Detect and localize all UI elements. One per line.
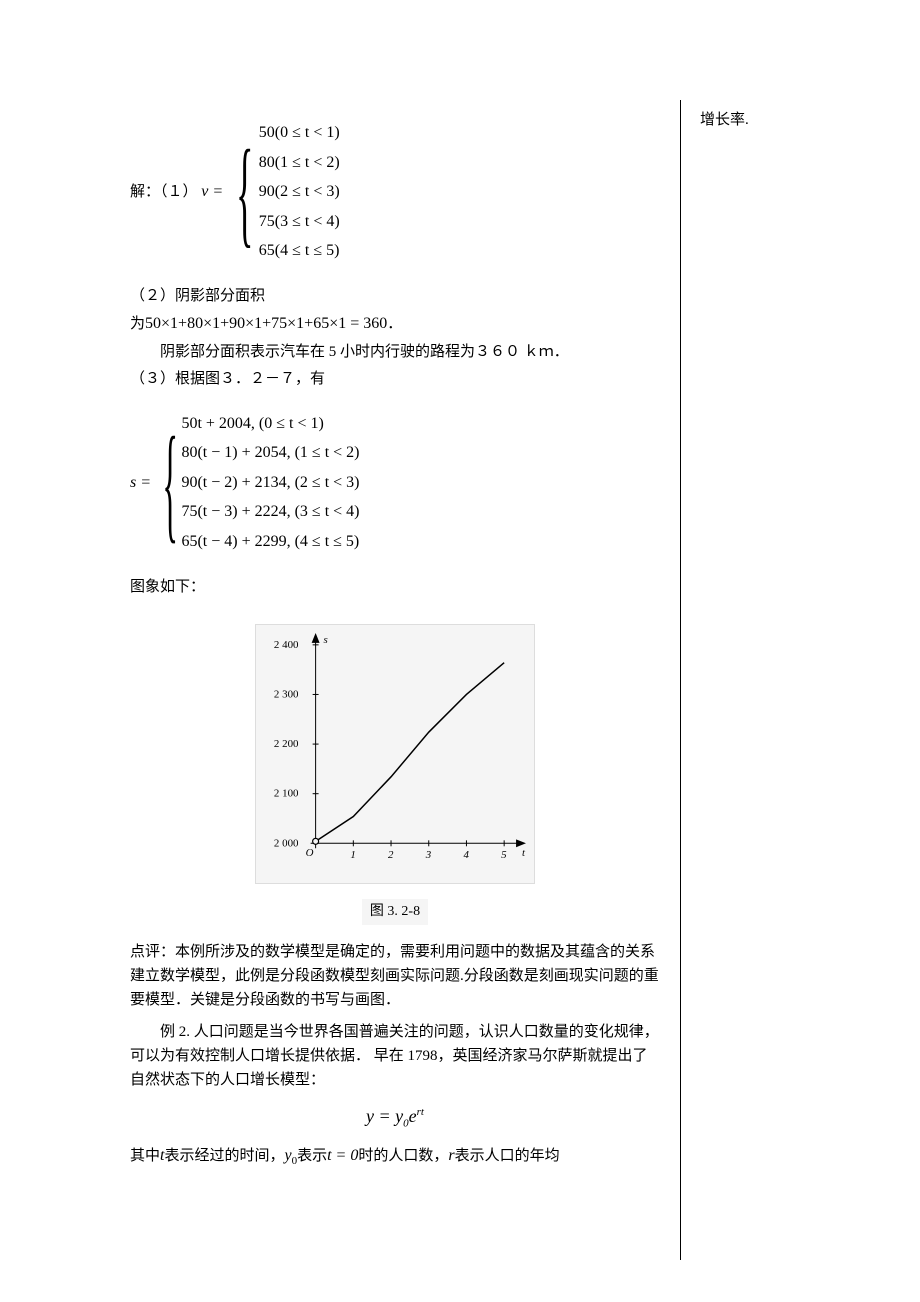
- piecewise-case: 75(3 ≤ t < 4): [259, 209, 340, 235]
- y-axis-label: s: [324, 633, 328, 645]
- example2-formula: y = y0ert: [130, 1102, 660, 1133]
- piecewise-case: 80(1 ≤ t < 2): [259, 150, 340, 176]
- side-note-text: 增长率.: [700, 112, 749, 128]
- svg-text:3: 3: [425, 849, 432, 861]
- svg-text:2 300: 2 300: [274, 688, 299, 700]
- main-content: 解：（１） v = { 50(0 ≤ t < 1) 80(1 ≤ t < 2) …: [130, 100, 660, 1174]
- example2-para: 例 2. 人口问题是当今世界各国普遍关注的问题，认识人口数量的变化规律，可以为有…: [130, 1020, 660, 1092]
- side-note: 增长率.: [700, 108, 780, 132]
- piecewise-case: 90(t − 2) + 2134, (2 ≤ t < 3): [181, 470, 359, 496]
- part2-line1: （２）阴影部分面积: [130, 284, 660, 308]
- piecewise-case: 65(4 ≤ t ≤ 5): [259, 238, 340, 264]
- svg-text:2 000: 2 000: [274, 837, 299, 849]
- part3-after: 图象如下：: [130, 575, 660, 599]
- comment-text: 点评：本例所涉及的数学模型是确定的，需要利用问题中的数据及其蕴含的关系建立数学模…: [130, 940, 660, 1012]
- piecewise-case: 90(2 ≤ t < 3): [259, 179, 340, 205]
- figure-caption: 图 3. 2-8: [362, 899, 428, 925]
- start-point-icon: [313, 838, 319, 844]
- solution-prefix: 解：（１） v =: [130, 179, 223, 205]
- y-ticks: 2 000 2 100 2 200 2 300 2 400: [274, 638, 319, 848]
- part3-line1: （３）根据图３．２－７，有: [130, 367, 660, 391]
- svg-text:2: 2: [388, 849, 394, 861]
- curve-line: [316, 662, 505, 841]
- svg-text:2 400: 2 400: [274, 638, 299, 650]
- y-axis-arrow-icon: [312, 632, 320, 642]
- svg-text:4: 4: [463, 849, 469, 861]
- x-axis-label: t: [522, 847, 526, 859]
- piecewise-s-brace: { 50t + 2004, (0 ≤ t < 1) 80(t − 1) + 20…: [159, 411, 359, 555]
- svg-text:2 100: 2 100: [274, 787, 299, 799]
- piecewise-case: 80(t − 1) + 2054, (1 ≤ t < 2): [181, 440, 359, 466]
- left-brace-icon: {: [236, 132, 253, 252]
- piecewise-v-cases: 50(0 ≤ t < 1) 80(1 ≤ t < 2) 90(2 ≤ t < 3…: [259, 120, 340, 264]
- piecewise-v-brace: { 50(0 ≤ t < 1) 80(1 ≤ t < 2) 90(2 ≤ t <…: [231, 120, 340, 264]
- solution-part3: s = { 50t + 2004, (0 ≤ t < 1) 80(t − 1) …: [130, 411, 660, 555]
- chart-svg: O s t 2 000 2 100 2 200 2 300 2 400: [256, 625, 534, 883]
- svg-text:5: 5: [501, 849, 507, 861]
- piecewise-s-cases: 50t + 2004, (0 ≤ t < 1) 80(t − 1) + 2054…: [181, 411, 359, 555]
- figure-container: O s t 2 000 2 100 2 200 2 300 2 400: [255, 624, 535, 925]
- solution-part1: 解：（１） v = { 50(0 ≤ t < 1) 80(1 ≤ t < 2) …: [130, 120, 660, 264]
- piecewise-case: 50t + 2004, (0 ≤ t < 1): [181, 411, 359, 437]
- vertical-divider: [680, 100, 681, 1260]
- example2-lastline: 其中t表示经过的时间，y0表示t = 0时的人口数，r表示人口的年均: [130, 1143, 660, 1171]
- figure-chart: O s t 2 000 2 100 2 200 2 300 2 400: [255, 624, 535, 884]
- piecewise-case: 75(t − 3) + 2224, (3 ≤ t < 4): [181, 499, 359, 525]
- origin-label: O: [306, 847, 314, 859]
- svg-text:1: 1: [350, 849, 355, 861]
- part2-line2: 为50×1+80×1+90×1+75×1+65×1 = 360．: [130, 311, 660, 337]
- left-brace-icon: {: [162, 418, 178, 548]
- svg-text:2 200: 2 200: [274, 738, 299, 750]
- part2-line3: 阴影部分面积表示汽车在 5 小时内行驶的路程为３６０ ｋｍ．: [130, 340, 660, 364]
- piecewise-case: 50(0 ≤ t < 1): [259, 120, 340, 146]
- x-axis-arrow-icon: [516, 839, 526, 847]
- s-equals: s =: [130, 470, 151, 496]
- piecewise-case: 65(t − 4) + 2299, (4 ≤ t ≤ 5): [181, 529, 359, 555]
